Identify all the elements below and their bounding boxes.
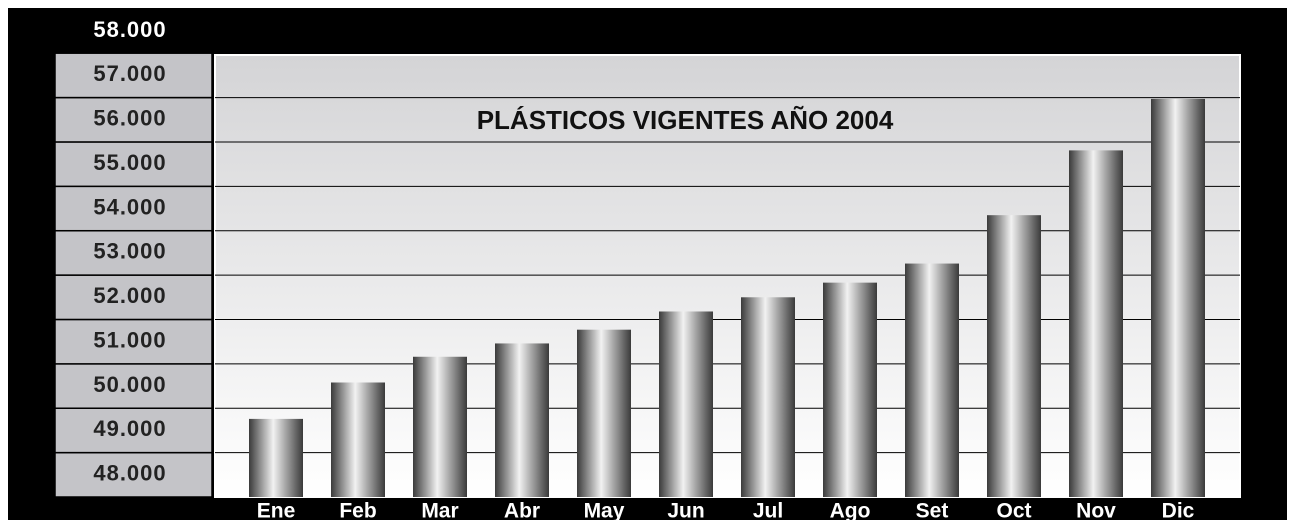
x-tick-label: Jun <box>667 500 704 523</box>
x-tick-label: Jul <box>753 500 783 523</box>
y-tick-box <box>54 96 213 143</box>
bar <box>659 311 713 497</box>
y-tick-box <box>54 274 213 321</box>
y-tick-box <box>54 52 213 99</box>
x-tick-label: Mar <box>421 500 458 523</box>
x-tick-label: Abr <box>504 500 540 523</box>
y-tick-label: 53.000 <box>93 239 166 264</box>
x-tick-label: May <box>584 500 625 523</box>
chart-title: PLÁSTICOS VIGENTES AÑO 2004 <box>477 105 894 135</box>
bar <box>987 215 1041 497</box>
x-tick-label: Ago <box>830 500 871 523</box>
bar <box>413 356 467 497</box>
y-tick-box <box>54 318 213 365</box>
y-tick-box <box>54 141 213 188</box>
bar <box>331 382 385 497</box>
y-tick-label: 54.000 <box>93 194 166 219</box>
y-tick-label: 55.000 <box>93 150 166 175</box>
x-tick-label: Ene <box>257 500 296 523</box>
y-tick-label: 48.000 <box>93 461 166 486</box>
y-tick-label: 58.000 <box>93 17 166 42</box>
y-tick-label: 51.000 <box>93 327 166 352</box>
bar <box>741 297 795 497</box>
x-tick-label: Dic <box>1162 500 1195 523</box>
bar <box>495 343 549 497</box>
y-tick-label: 56.000 <box>93 106 166 131</box>
y-tick-box <box>54 185 213 232</box>
x-tick-label: Feb <box>339 500 376 523</box>
y-tick-label: 49.000 <box>93 416 166 441</box>
x-tick-label: Oct <box>996 500 1031 523</box>
x-tick-label: Set <box>916 500 949 523</box>
bar <box>823 282 877 497</box>
bar <box>1069 150 1123 497</box>
bar <box>249 418 303 497</box>
bar <box>905 263 959 497</box>
y-tick-label: 57.000 <box>93 61 166 86</box>
bar <box>1151 98 1205 497</box>
y-tick-label: 52.000 <box>93 283 166 308</box>
x-tick-label: Nov <box>1076 500 1116 523</box>
bar <box>577 329 631 497</box>
y-tick-label: 50.000 <box>93 372 166 397</box>
